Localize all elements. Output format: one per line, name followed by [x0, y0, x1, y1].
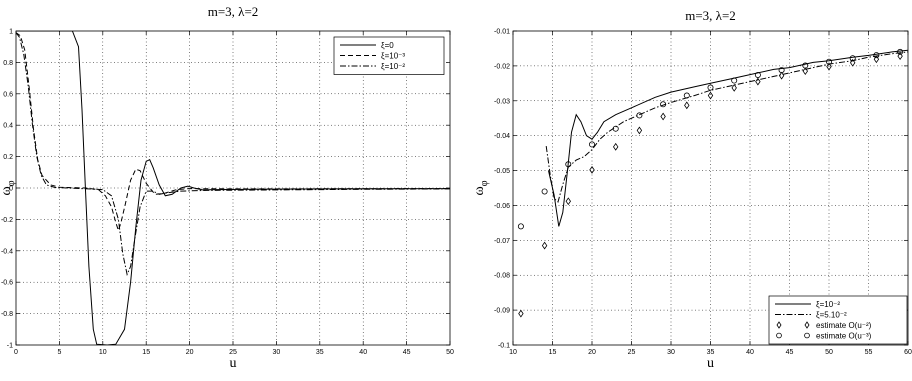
legend-label: ξ=0 — [381, 41, 394, 50]
y-axis-label-sub: φ — [6, 180, 17, 186]
x-tick-label: 45 — [403, 349, 411, 356]
chart-1: 0 5 10 15 20 25 30 35 40 45 50 -1 -0.8 -0.6 -0.4 -0.2 0 0… — [0, 4, 454, 371]
x-tick-label: 45 — [786, 349, 794, 356]
y-tick-label: -1 — [7, 343, 13, 350]
y-axis-label-main: ω — [472, 186, 487, 195]
x-tick-label: 20 — [186, 349, 194, 356]
x-tick-label: 60 — [904, 349, 912, 356]
x-tick-label: 20 — [588, 349, 596, 356]
x-tick-label: 50 — [446, 349, 454, 356]
x-tick-label: 15 — [549, 349, 557, 356]
y-tick-label: -0.2 — [1, 217, 13, 224]
chart-2: 10 15 20 25 30 35 40 45 50 55 60 -0.1 -0.09 -0.08 -0.0… — [472, 8, 912, 371]
y-tick-label: -0.06 — [494, 203, 510, 210]
x-tick-label: 15 — [142, 349, 150, 356]
y-tick-label: -0.03 — [494, 98, 510, 105]
x-tick-label: 30 — [273, 349, 281, 356]
y-tick-label: -0.4 — [1, 248, 13, 255]
x-tick-label: 5 — [57, 349, 61, 356]
x-tick-label: 10 — [509, 349, 517, 356]
x-axis-label: u — [707, 356, 714, 371]
x-tick-label: 55 — [865, 349, 873, 356]
x-tick-label: 25 — [628, 349, 636, 356]
y-tick-label: -0.8 — [1, 311, 13, 318]
y-tick-label: 0.8 — [3, 60, 13, 67]
legend-label: estimate O(u⁻³) — [816, 332, 872, 341]
x-tick-label: 50 — [825, 349, 833, 356]
legend-label: ξ=10⁻² — [816, 300, 840, 309]
y-tick-label: 0.2 — [3, 154, 13, 161]
y-tick-label: -0.1 — [498, 343, 510, 350]
x-tick-label: 25 — [229, 349, 237, 356]
y-tick-label: -0.08 — [494, 273, 510, 280]
y-axis-label-main: ω — [0, 186, 14, 195]
x-tick-label: 30 — [667, 349, 675, 356]
y-tick-label: -0.09 — [494, 308, 510, 315]
x-axis-label: u — [230, 356, 237, 371]
y-tick-label: -0.01 — [494, 29, 510, 36]
legend-label: ξ=5.10⁻² — [816, 311, 847, 320]
chart-title: m=3, λ=2 — [685, 8, 736, 23]
y-axis-label-sub: φ — [479, 180, 490, 186]
legend-label: ξ=10⁻² — [381, 62, 405, 71]
x-tick-label: 35 — [316, 349, 324, 356]
y-tick-label: -0.6 — [1, 280, 13, 287]
legend-label: estimate O(u⁻²) — [816, 321, 872, 330]
y-tick-label: -0.04 — [494, 133, 510, 140]
y-tick-label: 0.6 — [3, 91, 13, 98]
legend-label: ξ=10⁻³ — [381, 52, 405, 61]
x-tick-label: 40 — [746, 349, 754, 356]
y-tick-label: -0.07 — [494, 238, 510, 245]
chart-title: m=3, λ=2 — [208, 4, 259, 19]
y-tick-label: 0.4 — [3, 123, 13, 130]
y-tick-label: -0.02 — [494, 63, 510, 70]
x-tick-label: 10 — [99, 349, 107, 356]
y-tick-label: 1 — [9, 29, 13, 36]
y-tick-label: -0.05 — [494, 168, 510, 175]
x-tick-label: 40 — [359, 349, 367, 356]
x-tick-label: 35 — [707, 349, 715, 356]
y-axis-label: ωφ — [0, 180, 17, 195]
x-tick-label: 0 — [14, 349, 18, 356]
y-axis-label: ωφ — [472, 180, 490, 195]
